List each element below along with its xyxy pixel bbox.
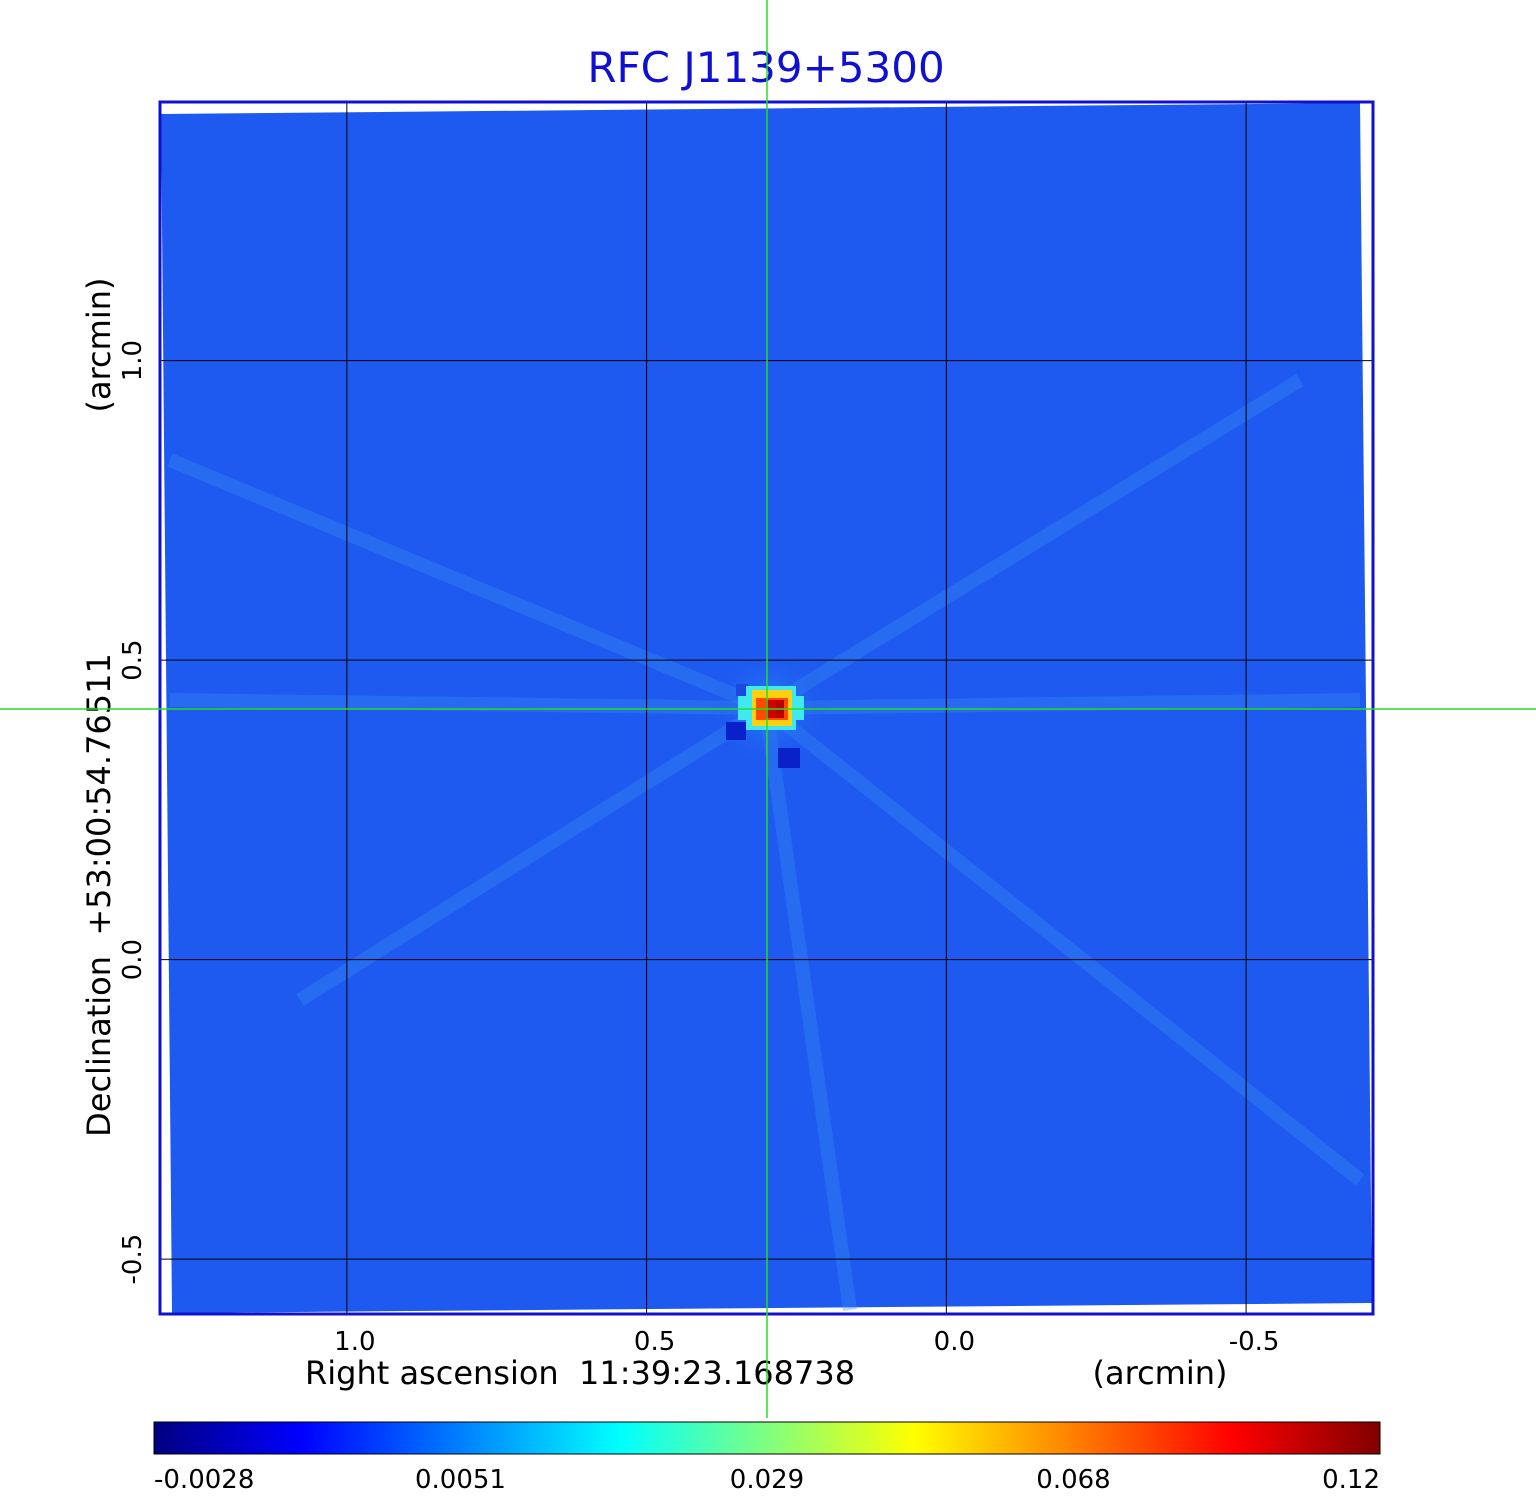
chart-title: RFC J1139+5300 (587, 43, 944, 92)
colorbar-tick-label: 0.029 (730, 1465, 804, 1495)
colorbar-gradient (153, 1421, 1381, 1455)
x-tick-label: 1.0 (334, 1327, 375, 1357)
x-tick-label: -0.5 (1229, 1327, 1280, 1357)
sidelobe-streaks (167, 374, 1365, 1311)
colorbar-tick-label: -0.0028 (154, 1465, 254, 1495)
source-core (738, 686, 804, 730)
y-tick-labels: 1.0 0.5 0.0 -0.5 (118, 340, 148, 1285)
colorbar-tick-label: 0.12 (1322, 1465, 1380, 1495)
x-tick-label: 0.5 (634, 1327, 675, 1357)
colorbar-tick-label: 0.068 (1036, 1465, 1110, 1495)
x-tick-label: 0.0 (934, 1327, 975, 1357)
y-axis-label: Declination +53:00:54.76511 (80, 653, 118, 1137)
y-tick-label: 0.0 (118, 939, 148, 980)
crosshair (0, 0, 1536, 1418)
y-axis-unit: (arcmin) (80, 278, 118, 413)
colorbar: -0.0028 0.0051 0.029 0.068 0.12 (153, 1421, 1381, 1495)
colorbar-tick-label: 0.0051 (415, 1465, 506, 1495)
x-tick-labels: 1.0 0.5 0.0 -0.5 (334, 1327, 1279, 1357)
y-tick-label: 1.0 (118, 340, 148, 381)
x-axis-unit: (arcmin) (1093, 1354, 1228, 1392)
x-axis-label: Right ascension 11:39:23.168738 (305, 1354, 855, 1392)
colorbar-ticks: -0.0028 0.0051 0.029 0.068 0.12 (154, 1465, 1380, 1495)
y-tick-label: 0.5 (118, 639, 148, 680)
source-dark-lobes (726, 684, 800, 768)
y-tick-label: -0.5 (118, 1234, 148, 1285)
